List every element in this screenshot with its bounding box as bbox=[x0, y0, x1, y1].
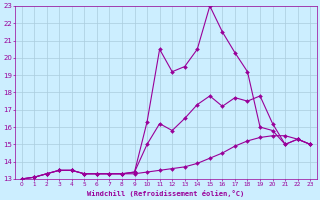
X-axis label: Windchill (Refroidissement éolien,°C): Windchill (Refroidissement éolien,°C) bbox=[87, 190, 244, 197]
